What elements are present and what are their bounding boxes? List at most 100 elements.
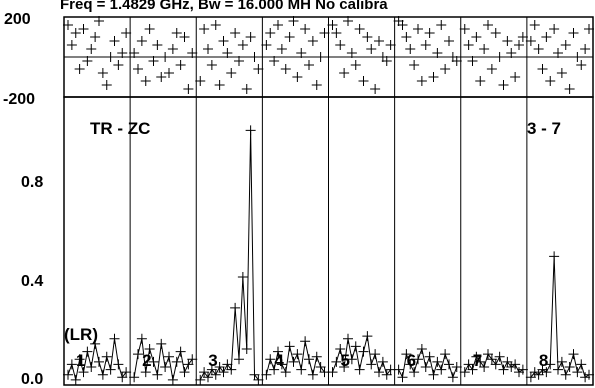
phase-point <box>245 32 256 42</box>
phase-point <box>568 28 579 38</box>
phase-point <box>300 24 311 34</box>
amplitude-point <box>397 372 408 383</box>
phase-point <box>292 72 303 82</box>
amplitude-point <box>529 367 540 378</box>
phase-point <box>307 36 318 46</box>
panel-separators <box>129 17 528 385</box>
amplitude-point <box>97 369 108 380</box>
amplitude-point <box>424 351 435 362</box>
amplitude-point <box>576 359 587 370</box>
phase-point <box>222 48 233 58</box>
amplitude-point <box>568 349 579 360</box>
amplitude-point <box>343 333 353 344</box>
phase-point <box>171 28 182 38</box>
amplitude-point <box>203 372 213 383</box>
phase-point <box>564 84 575 94</box>
phase-point <box>486 64 497 74</box>
phase-point <box>397 20 408 30</box>
amplitude-point <box>164 351 174 362</box>
phase-point <box>483 20 493 30</box>
amplitude-point <box>494 351 505 362</box>
amplitude-point <box>444 359 454 370</box>
panel-number: 6 <box>407 351 416 370</box>
amplitude-point <box>327 367 338 378</box>
phase-point <box>315 52 326 62</box>
amplitude-point <box>479 362 490 372</box>
phase-point <box>183 84 194 94</box>
phase-point <box>265 28 276 38</box>
amplitude-point <box>366 359 377 370</box>
phase-point <box>136 36 147 46</box>
amplitude-line <box>133 338 193 380</box>
amplitude-point <box>78 367 89 378</box>
amplitude-point <box>160 362 171 372</box>
phase-point <box>276 44 287 54</box>
amplitude-point <box>74 354 85 365</box>
phase-point <box>206 60 217 70</box>
amplitude-point <box>459 367 470 378</box>
phase-point <box>164 68 174 78</box>
amplitude-point <box>280 367 291 378</box>
amplitude-point <box>350 341 361 352</box>
phase-point <box>175 60 186 70</box>
amplitude-point <box>436 364 447 375</box>
phase-point <box>253 64 264 74</box>
amplitude-point <box>66 359 77 370</box>
phase-point <box>346 48 357 58</box>
phase-point <box>284 32 295 42</box>
panel-number: 8 <box>539 351 548 370</box>
amplitude-point <box>346 354 357 365</box>
amplitude-point <box>514 367 524 378</box>
phase-point <box>97 68 108 78</box>
phase-point <box>432 48 443 58</box>
amplitude-point <box>105 364 116 375</box>
phase-point <box>90 32 101 42</box>
phase-point <box>572 52 583 62</box>
phase-point <box>354 24 365 34</box>
phase-point <box>463 40 474 50</box>
amplitude-point <box>486 354 497 365</box>
amplitude-point <box>428 369 439 380</box>
amplitude-point <box>533 369 544 380</box>
panel-number: 3 <box>208 351 217 370</box>
amp-tick-0-4: 0.4 <box>21 273 43 290</box>
amplitude-point <box>463 359 474 370</box>
phase-point <box>74 64 85 74</box>
amplitude-point <box>218 367 229 378</box>
phase-point <box>533 44 544 54</box>
amplitude-point <box>584 369 594 380</box>
amplitude-point <box>490 359 501 370</box>
amplitude-point <box>156 338 167 349</box>
phase-point <box>230 28 241 38</box>
amplitude-point <box>420 362 431 372</box>
amplitude-point <box>401 349 412 360</box>
panel-number: 5 <box>341 351 350 370</box>
amplitude-point <box>517 364 528 375</box>
phase-point <box>121 28 132 38</box>
amplitude-point <box>580 372 591 383</box>
phase-point <box>187 48 198 58</box>
amplitude-point <box>249 369 260 380</box>
amplitude-point <box>498 364 509 375</box>
amplitude-point <box>94 356 104 367</box>
amplitude-point <box>374 367 384 378</box>
phase-point <box>525 36 536 46</box>
amplitude-point <box>440 349 451 360</box>
amplitude-point <box>210 369 221 380</box>
amplitude-point <box>556 356 567 367</box>
amplitude-point <box>362 331 373 342</box>
amplitude-point <box>241 344 252 354</box>
amplitude-point <box>70 374 81 385</box>
amplitude-point <box>502 356 513 367</box>
phase-point <box>144 24 155 34</box>
amplitude-point <box>545 359 556 370</box>
amplitude-point <box>413 354 423 365</box>
phase-point <box>545 76 556 86</box>
amplitude-point <box>113 359 124 370</box>
amplitude-point <box>136 333 147 344</box>
phase-point <box>86 44 97 54</box>
phase-point <box>514 40 524 50</box>
phase-point <box>424 28 435 38</box>
amplitude-point <box>377 356 388 367</box>
phase-point <box>537 64 548 74</box>
